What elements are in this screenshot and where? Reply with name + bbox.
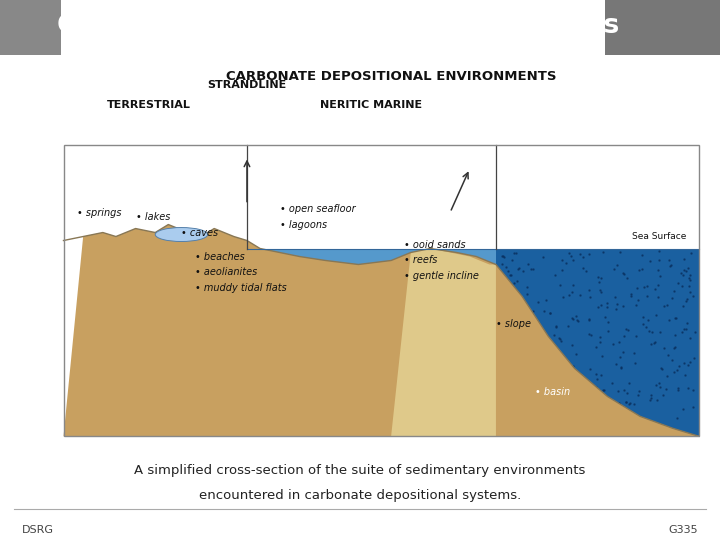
Text: NERITIC MARINE: NERITIC MARINE xyxy=(320,100,423,110)
Polygon shape xyxy=(496,248,699,436)
Polygon shape xyxy=(247,248,699,436)
Text: • slope: • slope xyxy=(496,320,531,329)
Bar xyxy=(0,0,61,55)
Bar xyxy=(63,145,699,436)
Text: G335: G335 xyxy=(669,525,698,535)
Text: • beaches: • beaches xyxy=(194,252,244,261)
Text: STRANDLINE: STRANDLINE xyxy=(207,80,287,90)
Text: DSRG: DSRG xyxy=(22,525,53,535)
Text: Carbonate depositional environments: Carbonate depositional environments xyxy=(58,14,619,39)
Text: PELAGIC: PELAGIC xyxy=(564,201,631,215)
Text: • muddy tidal flats: • muddy tidal flats xyxy=(194,284,287,293)
Text: • gentle incline: • gentle incline xyxy=(404,272,479,281)
Polygon shape xyxy=(391,248,496,436)
Text: CARBONATE DEPOSITIONAL ENVIRONMENTS: CARBONATE DEPOSITIONAL ENVIRONMENTS xyxy=(226,70,557,83)
Text: • caves: • caves xyxy=(181,227,219,238)
Text: • lagoons: • lagoons xyxy=(280,220,327,229)
Text: • basin: • basin xyxy=(535,387,570,397)
Text: • open seafloor: • open seafloor xyxy=(280,204,356,213)
Text: TERRESTRIAL: TERRESTRIAL xyxy=(107,100,191,110)
Text: A simplified cross-section of the suite of sedimentary environments: A simplified cross-section of the suite … xyxy=(135,464,585,477)
Text: • ooid sands: • ooid sands xyxy=(404,240,466,249)
Text: Sea Surface: Sea Surface xyxy=(631,232,686,240)
Text: • aeolianites: • aeolianites xyxy=(194,267,257,278)
Text: • reefs: • reefs xyxy=(404,255,438,266)
Polygon shape xyxy=(63,225,699,436)
Bar xyxy=(605,0,720,55)
Ellipse shape xyxy=(156,227,207,241)
Text: • springs: • springs xyxy=(76,207,121,218)
Text: • lakes: • lakes xyxy=(135,212,170,221)
Text: encountered in carbonate depositional systems.: encountered in carbonate depositional sy… xyxy=(199,489,521,502)
